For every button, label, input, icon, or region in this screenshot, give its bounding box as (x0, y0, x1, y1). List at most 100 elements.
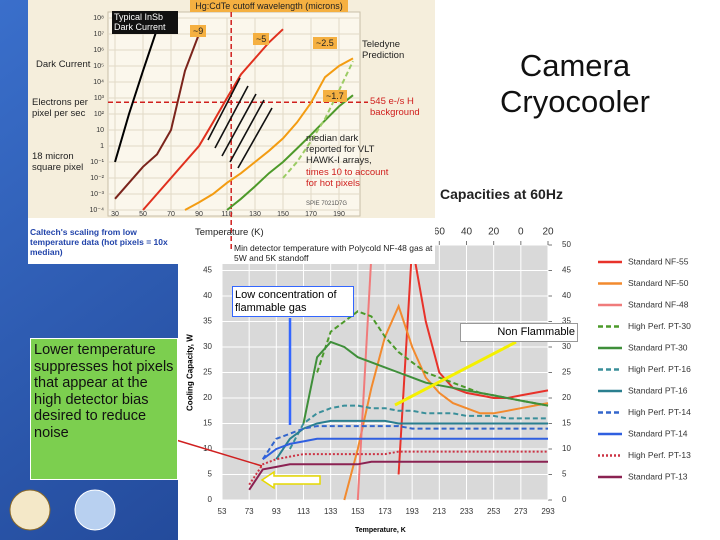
x-tick-label: 233 (460, 507, 474, 516)
connector (394, 340, 517, 407)
series-line (356, 255, 373, 501)
x-axis-label: Temperature, K (355, 527, 406, 534)
x-tick-label: 30 (111, 211, 119, 218)
series-label: Teledyne Prediction (362, 39, 405, 61)
x-tick-label: 153 (351, 507, 365, 516)
annotation: times 10 to account for hot pixels (306, 167, 389, 189)
y-tick-label: 10³ (94, 95, 105, 102)
y-tick-label: 10⁻⁴ (90, 207, 105, 214)
x-tick-label: 253 (487, 507, 501, 516)
x2-tick-label: 20 (542, 227, 554, 238)
legend-label: Standard PT-30 (628, 342, 688, 352)
y-tick-label: 20 (203, 393, 212, 402)
series-line (248, 450, 548, 486)
y-tick-label: 10 (96, 127, 104, 134)
x-axis-label: Temperature (K) (195, 227, 264, 238)
y-tick-label: 10⁶ (93, 47, 104, 54)
series-label: ~5 (253, 33, 270, 46)
y2-tick-label: 5 (562, 470, 567, 479)
y-tick-label: 10⁻² (90, 175, 104, 182)
source: SPIE 7021D7G (306, 201, 348, 207)
series-line (289, 404, 548, 450)
x-tick-label: 293 (541, 507, 555, 516)
y-tick-label: 15 (203, 419, 212, 428)
y2-tick-label: 30 (562, 342, 571, 351)
y2-tick-label: 45 (562, 266, 571, 275)
x-tick-label: 70 (167, 211, 175, 218)
y-axis-label: Electrons per pixel per sec (32, 97, 88, 119)
legend-label: High Perf. PT-16 (628, 364, 691, 374)
legend-label: Standard NF-48 (628, 299, 689, 309)
annotation: 545 e-/s H background (370, 96, 420, 118)
y2-tick-label: 15 (562, 419, 571, 428)
y-tick-label: 5 (208, 470, 213, 479)
series-line (275, 419, 548, 460)
legend-label: Standard PT-13 (628, 471, 688, 481)
y2-tick-label: 50 (562, 240, 571, 249)
y-tick-label: 1 (100, 143, 104, 150)
x-tick-label: 53 (218, 507, 227, 516)
legend-label: Standard PT-16 (628, 385, 688, 395)
y-axis-label: Dark Current (36, 59, 91, 70)
y2-tick-label: 10 (562, 444, 571, 453)
x2-tick-label: 60 (434, 227, 446, 238)
y-tick-label: 40 (203, 291, 212, 300)
note-box: Non Flammable (460, 323, 578, 342)
y-tick-label: 25 (203, 368, 212, 377)
series-line (397, 244, 549, 475)
legend-label: Standard NF-55 (628, 256, 689, 266)
y-axis-label: Cooling Capacity, W (185, 334, 195, 411)
x2-tick-label: 0 (518, 227, 524, 238)
y-tick-label: 45 (203, 266, 212, 275)
series-line (282, 60, 354, 179)
legend-label: High Perf. PT-13 (628, 450, 691, 460)
slide-title: Camera Cryocooler (500, 48, 650, 119)
series-line (114, 28, 158, 163)
chart-title: Capacities at 60Hz (440, 186, 563, 202)
series-label: ~1.7 (323, 90, 347, 103)
y2-tick-label: 40 (562, 291, 571, 300)
x-tick-label: 113 (297, 507, 310, 516)
x-tick-label: 170 (305, 211, 317, 218)
x-tick-label: 173 (378, 507, 392, 516)
x-tick-label: 93 (272, 507, 281, 516)
y-tick-label: 30 (203, 342, 212, 351)
x-tick-label: 190 (333, 211, 345, 218)
y-tick-label: 0 (208, 495, 213, 504)
x-tick-label: 50 (139, 211, 147, 218)
y-axis-label: 18 micron square pixel (32, 151, 84, 173)
y2-tick-label: 35 (562, 317, 571, 326)
series-line (302, 340, 549, 424)
hot-pixel-lines (207, 77, 273, 169)
y-tick-label: 10⁷ (94, 31, 105, 38)
note-box: Low concentration of flammable gas (232, 286, 354, 318)
y-tick-label: 10⁵ (93, 63, 104, 70)
x-tick-label: 110 (221, 211, 232, 218)
legend-label: High Perf. PT-30 (628, 321, 691, 331)
x-tick-label: 193 (405, 507, 419, 516)
y2-tick-label: 0 (562, 495, 567, 504)
x-tick-label: 90 (195, 211, 203, 218)
connector (175, 439, 263, 467)
x2-tick-label: 40 (461, 227, 473, 238)
series-label: Hg:CdTe cutoff wavelength (microns) (190, 0, 348, 13)
series-line (343, 303, 549, 501)
y-tick-label: 10⁻³ (90, 191, 104, 198)
series-line (142, 28, 284, 211)
y-tick-label: 10⁻¹ (90, 159, 104, 166)
legend-label: High Perf. PT-14 (628, 407, 691, 417)
legend-label: Standard PT-14 (628, 428, 688, 438)
y2-tick-label: 25 (562, 368, 571, 377)
y-tick-label: 10⁸ (93, 15, 104, 22)
annotation: Caltech's scaling from low temperature d… (30, 227, 168, 257)
series-line (262, 437, 548, 460)
x-tick-label: 213 (433, 507, 447, 516)
x-tick-label: 150 (277, 211, 289, 218)
x-tick-label: 130 (249, 211, 261, 218)
logo (74, 489, 116, 531)
annotation: Min detector temperature with Polycold N… (234, 243, 433, 263)
logo (9, 489, 51, 531)
title-area (435, 0, 720, 185)
